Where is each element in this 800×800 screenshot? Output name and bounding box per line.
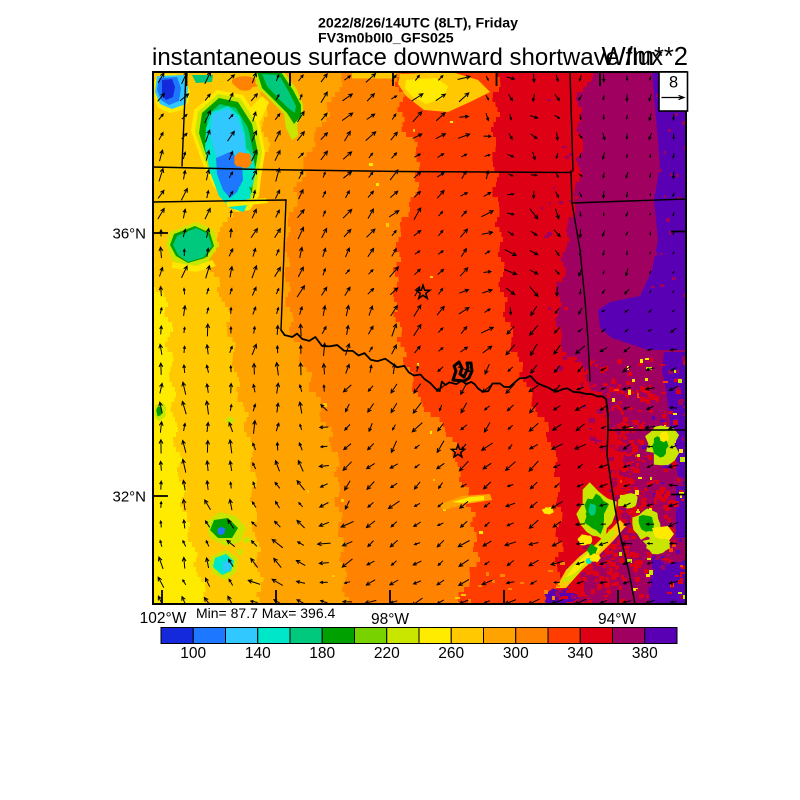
svg-text:220: 220 (374, 645, 400, 662)
svg-text:Min= 87.7 Max= 396.4: Min= 87.7 Max= 396.4 (196, 605, 336, 621)
svg-text:380: 380 (632, 645, 658, 662)
svg-text:94°W: 94°W (598, 611, 636, 628)
svg-text:260: 260 (438, 645, 464, 662)
svg-text:2022/8/26/14UTC (8LT), Friday: 2022/8/26/14UTC (8LT), Friday (318, 16, 518, 32)
svg-text:102°W: 102°W (140, 610, 187, 627)
svg-text:instantaneous surface downward: instantaneous surface downward shortwave… (152, 44, 663, 71)
svg-text:100: 100 (180, 645, 206, 662)
svg-text:W/m**2: W/m**2 (602, 43, 688, 71)
svg-text:36°N: 36°N (112, 226, 146, 243)
svg-text:140: 140 (245, 645, 271, 662)
svg-text:180: 180 (309, 645, 335, 662)
svg-text:FV3m0b0I0_GFS025: FV3m0b0I0_GFS025 (318, 31, 454, 47)
svg-text:32°N: 32°N (112, 489, 146, 506)
svg-text:98°W: 98°W (371, 611, 409, 628)
svg-text:340: 340 (567, 645, 593, 662)
svg-text:300: 300 (503, 645, 529, 662)
svg-text:8: 8 (669, 74, 678, 92)
